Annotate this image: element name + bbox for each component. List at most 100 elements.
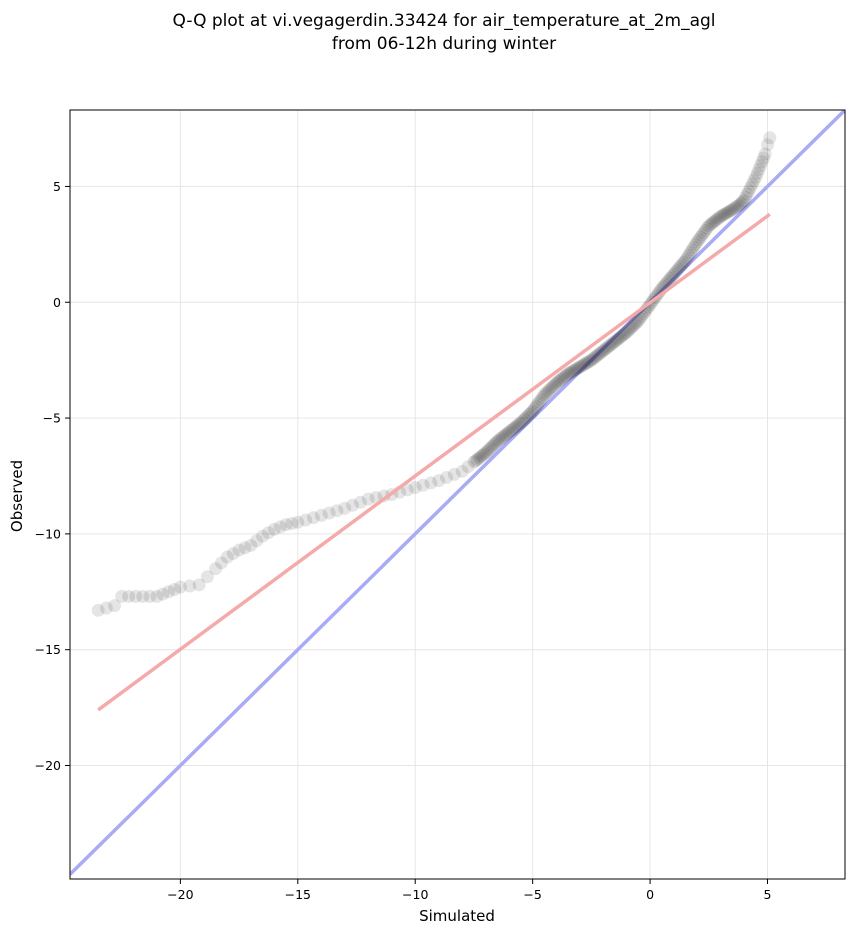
quantile-point bbox=[755, 155, 769, 169]
quantile-point bbox=[708, 214, 722, 228]
quantile-point bbox=[717, 208, 731, 222]
quantile-point bbox=[338, 501, 352, 515]
quantile-point bbox=[299, 513, 313, 527]
quantile-point bbox=[603, 339, 617, 353]
quantile-point bbox=[628, 317, 642, 331]
y-tick-label: 0 bbox=[53, 295, 61, 310]
quantile-point bbox=[583, 354, 597, 368]
quantile-point bbox=[705, 216, 719, 230]
quantile-point bbox=[675, 258, 689, 272]
quantile-point bbox=[192, 578, 206, 592]
quantile-point bbox=[232, 543, 246, 557]
quantile-point bbox=[541, 385, 555, 399]
quantile-point bbox=[519, 411, 533, 425]
quantile-point bbox=[511, 418, 525, 432]
quantile-point bbox=[99, 601, 113, 615]
quantile-point bbox=[740, 187, 754, 201]
quantile-point bbox=[737, 193, 751, 207]
quantile-point bbox=[601, 340, 615, 354]
quantile-point bbox=[432, 474, 446, 488]
quantile-point bbox=[291, 515, 305, 529]
quantile-point bbox=[576, 358, 590, 372]
quantile-point bbox=[707, 215, 721, 229]
quantile-point bbox=[531, 397, 545, 411]
quantile-point bbox=[568, 363, 582, 377]
quantile-point bbox=[742, 184, 756, 198]
quantile-point bbox=[487, 438, 501, 452]
quantile-point bbox=[469, 454, 483, 468]
quantile-point bbox=[522, 407, 536, 421]
quantile-point bbox=[564, 365, 578, 379]
quantile-point bbox=[168, 582, 182, 596]
quantile-point bbox=[695, 228, 709, 242]
quantile-point bbox=[220, 550, 234, 564]
quantile-point bbox=[479, 446, 493, 460]
quantile-point bbox=[611, 332, 625, 346]
quantile-point bbox=[651, 286, 665, 300]
quantile-point bbox=[173, 580, 187, 594]
quantile-point bbox=[670, 263, 684, 277]
quantile-point bbox=[475, 448, 489, 462]
quantile-point bbox=[285, 516, 299, 530]
quantile-point bbox=[474, 450, 488, 464]
quantile-point bbox=[604, 337, 618, 351]
quantile-point bbox=[620, 325, 634, 339]
x-axis-label: Simulated bbox=[419, 907, 495, 925]
quantile-point bbox=[697, 226, 711, 240]
quantile-point bbox=[596, 344, 610, 358]
quantile-point bbox=[400, 483, 414, 497]
quantile-point bbox=[537, 388, 551, 402]
quantile-point bbox=[244, 538, 258, 552]
reference-line bbox=[70, 110, 845, 876]
quantile-point bbox=[693, 230, 707, 244]
quantile-point bbox=[559, 368, 573, 382]
quantile-point bbox=[492, 433, 506, 447]
quantile-point bbox=[526, 404, 540, 418]
quantile-point bbox=[702, 219, 716, 233]
quantile-point bbox=[502, 425, 516, 439]
quantile-point bbox=[761, 138, 774, 152]
quantile-point bbox=[621, 324, 635, 338]
quantile-point bbox=[714, 210, 728, 224]
quantile-point bbox=[361, 492, 375, 506]
quantile-point bbox=[615, 329, 629, 343]
quantile-point bbox=[591, 348, 605, 362]
quantile-point bbox=[482, 442, 496, 456]
quantile-point bbox=[662, 273, 676, 287]
quantile-point bbox=[461, 460, 475, 474]
quantile-point bbox=[517, 412, 531, 426]
quantile-point bbox=[556, 371, 570, 385]
quantile-point bbox=[539, 386, 553, 400]
quantile-point bbox=[703, 217, 717, 231]
quantile-point bbox=[660, 275, 674, 289]
quantile-point bbox=[712, 211, 726, 225]
quantile-point bbox=[678, 254, 692, 268]
quantile-point bbox=[470, 452, 484, 466]
quantile-point bbox=[677, 256, 691, 270]
quantile-point bbox=[735, 195, 749, 209]
quantile-point bbox=[447, 467, 461, 481]
quantile-point bbox=[91, 603, 105, 617]
quantile-point bbox=[747, 174, 761, 188]
quantile-point bbox=[616, 328, 630, 342]
quantile-point bbox=[546, 380, 560, 394]
quantile-point bbox=[745, 177, 759, 191]
quantile-point bbox=[549, 376, 563, 390]
quantile-point bbox=[497, 429, 511, 443]
quantile-point bbox=[209, 562, 223, 576]
y-tick-label: 5 bbox=[53, 179, 61, 194]
quantile-point bbox=[631, 314, 645, 328]
quantile-point bbox=[566, 364, 580, 378]
quantile-point bbox=[569, 362, 583, 376]
quantile-point bbox=[554, 372, 568, 386]
plot-frame bbox=[69, 109, 846, 880]
quantile-point bbox=[610, 333, 624, 347]
quantile-point bbox=[306, 511, 320, 525]
quantile-point bbox=[673, 260, 687, 274]
quantile-point bbox=[485, 439, 499, 453]
quantile-point bbox=[129, 589, 143, 603]
quantile-point bbox=[752, 162, 766, 176]
quantile-point bbox=[108, 599, 122, 613]
quantile-point bbox=[589, 349, 603, 363]
fit-line bbox=[97, 212, 771, 712]
